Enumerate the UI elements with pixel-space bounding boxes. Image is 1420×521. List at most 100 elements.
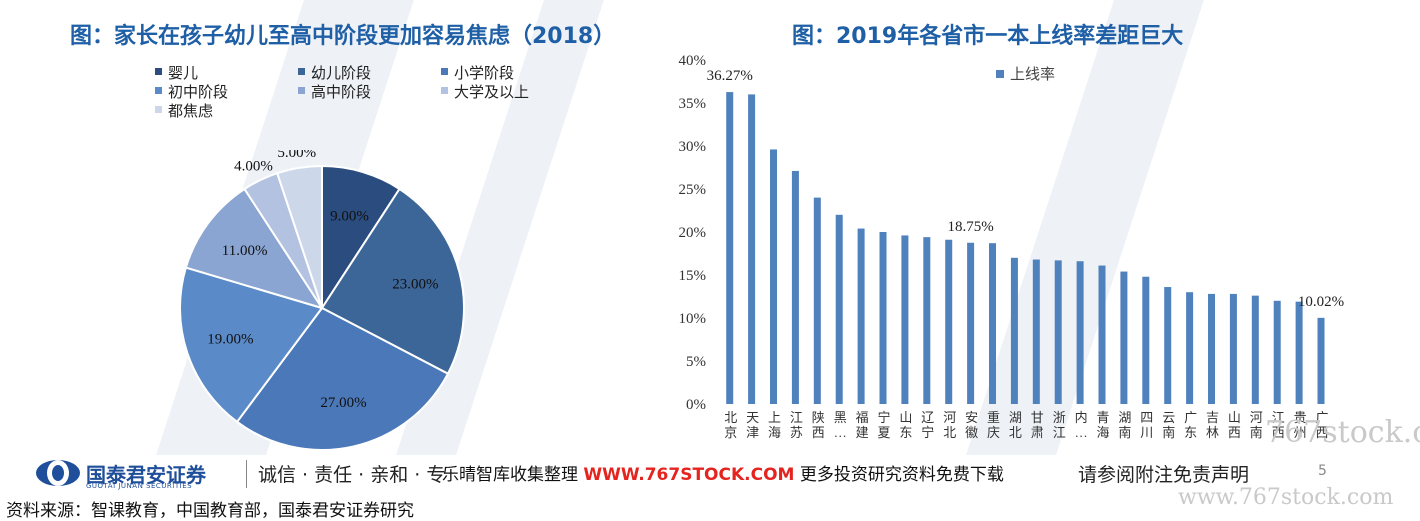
legend-item: 初中阶段 — [155, 81, 228, 102]
pie-data-label: 23.00% — [392, 277, 438, 293]
legend-label: 大学及以上 — [454, 83, 530, 101]
legend-swatch — [155, 68, 162, 75]
x-tick-label: 山东 — [899, 410, 912, 440]
legend-swatch — [298, 68, 305, 75]
bar — [1076, 261, 1084, 404]
x-tick-label: 河南 — [1250, 410, 1263, 440]
y-tick-label: 35% — [679, 96, 707, 112]
x-tick-label: 上海 — [768, 410, 781, 440]
x-tick-label: 宁夏 — [878, 410, 891, 440]
bar — [1208, 293, 1216, 404]
pie-data-label: 9.00% — [330, 208, 369, 224]
page-number: 5 — [1318, 463, 1327, 479]
pie-data-label: 11.00% — [222, 243, 268, 259]
legend-label: 婴儿 — [168, 64, 199, 82]
x-tick-label: 江苏 — [790, 410, 803, 440]
promo-banner: 乐晴智库收集整理 WWW.767STOCK.COM 更多投资研究资料免费下载 — [442, 460, 1004, 485]
x-tick-label: 山西 — [1228, 410, 1241, 440]
disclaimer-text: 请参阅附注免责声明 — [1078, 464, 1250, 486]
y-tick-label: 0% — [686, 397, 706, 413]
bar — [813, 197, 821, 404]
promo-suffix: 更多投资研究资料免费下载 — [799, 465, 1004, 485]
x-tick-label: 青海 — [1097, 410, 1110, 440]
legend-swatch — [441, 68, 448, 75]
legend-swatch — [155, 106, 162, 113]
legend-label: 幼儿阶段 — [311, 64, 372, 82]
x-tick-label: 湖北 — [1009, 410, 1022, 440]
footer-divider — [246, 460, 247, 488]
legend-swatch — [996, 70, 1004, 78]
legend-label: 上线率 — [1010, 66, 1055, 83]
y-tick-label: 40% — [679, 53, 707, 69]
legend-label: 都焦虑 — [168, 102, 214, 120]
bar — [1186, 292, 1194, 404]
footer-slogan: 诚信 · 责任 · 亲和 · 专 — [258, 464, 446, 486]
pie-data-label: 27.00% — [320, 395, 366, 411]
bar — [879, 232, 887, 404]
bar — [1142, 276, 1150, 404]
bar — [967, 242, 975, 404]
bar-data-label: 10.02% — [1298, 294, 1344, 310]
x-tick-label: 天津 — [746, 410, 759, 440]
legend-swatch — [441, 87, 448, 94]
bar — [1054, 260, 1062, 404]
bar — [770, 149, 778, 404]
bar — [835, 214, 843, 404]
source-note: 资料来源：智课教育，中国教育部，国泰君安证券研究 — [6, 501, 414, 521]
bar-data-label: 18.75% — [947, 219, 993, 235]
x-tick-label: 浙江 — [1053, 410, 1066, 440]
legend-swatch — [155, 87, 162, 94]
x-tick-label: 吉林 — [1206, 410, 1219, 440]
pie-data-label: 19.00% — [207, 331, 253, 347]
bar — [1295, 301, 1303, 404]
bar — [857, 228, 865, 404]
brand-name-en: GUOTAI JUNAN SECURITIES — [86, 482, 193, 490]
y-tick-label: 30% — [679, 139, 707, 155]
x-tick-label: 安徽 — [965, 410, 978, 440]
bar — [1273, 300, 1281, 404]
y-tick-label: 5% — [686, 354, 706, 370]
legend-label: 小学阶段 — [454, 64, 515, 82]
bar — [726, 92, 734, 404]
promo-prefix: 乐晴智库收集整理 — [442, 465, 578, 485]
x-tick-label: 重庆 — [987, 410, 1000, 440]
pie-slice — [179, 266, 324, 424]
bar — [1251, 295, 1259, 404]
x-tick-label: 甘肃 — [1031, 410, 1044, 440]
pie-data-label: 4.00% — [234, 159, 273, 175]
right-chart-title: 图：2019年各省市一本上线率差距巨大 — [792, 24, 1184, 49]
left-chart-title: 图：家长在孩子幼儿至高中阶段更加容易焦虑（2018） — [70, 24, 616, 49]
x-tick-label: 辽宁 — [921, 410, 934, 440]
pie-slice — [320, 187, 465, 376]
bar — [923, 237, 931, 404]
bar-data-label: 36.27% — [707, 68, 753, 84]
x-tick-label: 陕西 — [812, 410, 825, 440]
watermark-text: 767stock.com — [1265, 415, 1420, 450]
x-tick-label: 湖南 — [1118, 410, 1131, 440]
legend-label: 初中阶段 — [168, 83, 229, 101]
promo-link[interactable]: WWW.767STOCK.COM — [583, 465, 795, 485]
x-tick-label: 黑… — [834, 410, 847, 440]
bar — [901, 235, 909, 404]
bar — [748, 94, 756, 405]
pie-data-label: 5.00% — [277, 150, 316, 161]
y-tick-label: 10% — [679, 311, 707, 327]
legend-item: 都焦虑 — [155, 100, 213, 121]
x-tick-label: 内… — [1075, 410, 1088, 440]
x-tick-label: 福建 — [856, 410, 869, 440]
bar — [1229, 293, 1237, 404]
y-tick-label: 20% — [679, 225, 707, 241]
bar — [1317, 317, 1325, 404]
x-tick-label: 广东 — [1184, 410, 1197, 440]
pie-slice — [184, 187, 325, 310]
bar — [1120, 271, 1128, 404]
bar — [1164, 287, 1172, 404]
bar — [989, 243, 997, 404]
brand-logo-icon — [36, 460, 80, 486]
bar — [1010, 257, 1018, 404]
brand-name: 国泰君安证券 — [86, 463, 206, 487]
legend-item: 高中阶段 — [298, 81, 371, 102]
bar — [945, 239, 953, 404]
x-tick-label: 江西 — [1272, 410, 1285, 440]
bar — [791, 170, 799, 404]
